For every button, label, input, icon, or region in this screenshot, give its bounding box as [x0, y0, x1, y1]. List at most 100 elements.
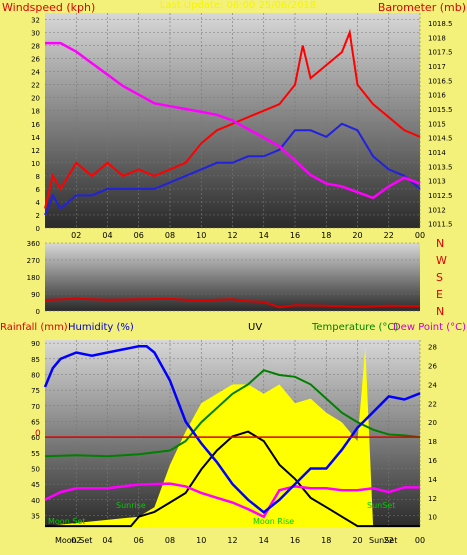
x-tick-label: 18 [321, 536, 331, 545]
uv-series [45, 430, 420, 528]
x-tick-label: 14 [259, 536, 269, 545]
dew-point-series [44, 482, 420, 519]
x-tick-label: 20 [352, 231, 362, 240]
windspeed-axis-label: Windspeed (kph) [2, 1, 95, 14]
y-tick-label: 1017.5 [428, 49, 453, 57]
y-tick-label: 45 [31, 481, 40, 489]
sunset-bottom-label: SunSet [369, 536, 397, 545]
last-update-title: Last Update: 06:00 25/06/2018 [160, 0, 316, 11]
temperature-series [44, 369, 421, 458]
x-tick-label: 16 [290, 536, 300, 545]
rainfall-zero-label: 0 [35, 429, 41, 439]
x-tick-label: 12 [227, 536, 237, 545]
y-tick-label: 55 [31, 450, 40, 458]
y-tick-label: 1016 [428, 92, 446, 100]
wind-gust-series [44, 28, 421, 209]
y-tick-label: 4 [36, 199, 41, 207]
wind-average-series [44, 122, 421, 216]
y-tick-label: 10 [428, 514, 437, 522]
humidity-axis-label: Humidity (%) [68, 322, 134, 333]
y-tick-label: 20 [428, 419, 437, 427]
uv-axis-label: UV [248, 322, 262, 333]
x-tick-label: 14 [259, 231, 269, 240]
x-tick-label: 06 [134, 231, 144, 240]
y-tick-label: 50 [31, 465, 40, 473]
y-tick-label: 75 [31, 387, 40, 395]
y-tick-label: 65 [31, 418, 40, 426]
temperature-axis-ticks: 10 12 14 16 18 20 22 24 26 28 [428, 344, 437, 522]
wind-direction-grid [45, 242, 420, 312]
x-tick-label: 08 [165, 231, 175, 240]
x-tick-label: 00 [415, 536, 425, 545]
y-tick-label: 1015 [428, 120, 446, 128]
x-tick-label: 04 [102, 231, 112, 240]
compass-label: E [436, 288, 443, 301]
y-tick-label: 30 [31, 30, 40, 38]
y-tick-label: 18 [31, 108, 40, 116]
y-tick-label: 60 [31, 434, 40, 442]
time-axis-ticks-top: 02 04 06 08 10 12 14 16 18 20 22 00 [71, 231, 425, 240]
y-tick-label: 26 [31, 56, 40, 64]
x-tick-label: 04 [102, 536, 112, 545]
x-tick-label: 06 [134, 536, 144, 545]
y-tick-label: 1017 [428, 63, 446, 71]
y-tick-label: 24 [31, 69, 40, 77]
y-tick-label: 1014.5 [428, 135, 453, 143]
y-tick-label: 90 [31, 340, 40, 348]
y-tick-label: 32 [31, 17, 40, 25]
barometer-axis-ticks: 1011.5 1012 1012.5 1013 1013.5 1014 1014.5 1015… [428, 20, 453, 229]
compass-label: S [436, 271, 443, 284]
y-tick-label: 14 [31, 134, 40, 142]
compass-label: N [436, 305, 444, 318]
temperature-axis-label: Temperature (°C) [311, 322, 398, 333]
y-tick-label: 85 [31, 356, 40, 364]
y-tick-label: 8 [36, 173, 40, 181]
y-tick-label: 12 [428, 495, 437, 503]
y-tick-label: 6 [36, 186, 41, 194]
humidity-series [43, 345, 421, 514]
x-tick-label: 00 [415, 231, 425, 240]
x-tick-label: 16 [290, 231, 300, 240]
y-tick-label: 80 [31, 371, 40, 379]
y-tick-label: 10 [31, 160, 40, 168]
wind-pressure-grid [45, 13, 421, 229]
y-tick-label: 14 [428, 476, 437, 484]
x-tick-label: 18 [321, 231, 331, 240]
y-tick-label: 26 [428, 363, 437, 371]
wind-direction-series [44, 297, 421, 309]
y-tick-label: 1015.5 [428, 106, 453, 114]
x-tick-label: 20 [352, 536, 362, 545]
pressure-series [45, 41, 421, 200]
wind-direction-axis-ticks: 360 270 180 90 0 [27, 240, 40, 316]
y-tick-label: 1013 [428, 178, 446, 186]
y-tick-label: 20 [31, 95, 40, 103]
y-tick-label: 28 [31, 43, 40, 51]
sunrise-label: Sunrise [116, 501, 146, 510]
y-tick-label: 0 [36, 308, 40, 316]
y-tick-label: 24 [428, 381, 437, 389]
y-tick-label: 0 [36, 225, 40, 233]
y-tick-label: 16 [31, 121, 40, 129]
x-tick-label: 02 [71, 536, 81, 545]
barometer-axis-label: Barometer (mb) [378, 1, 466, 14]
y-tick-label: 18 [428, 438, 437, 446]
y-tick-label: 1013.5 [428, 163, 453, 171]
moon-set-label: Moon Set [48, 517, 85, 526]
y-tick-label: 40 [31, 497, 40, 505]
humidity-axis-ticks: 35 40 45 50 55 60 65 70 75 80 85 90 [31, 340, 40, 520]
x-tick-label: 10 [196, 231, 206, 240]
y-tick-label: 2 [36, 212, 40, 220]
sunset-label: SunSet [367, 501, 395, 510]
y-tick-label: 35 [31, 512, 40, 520]
time-axis-ticks-bottom: 02 04 06 08 10 12 14 16 18 20 22 00 [71, 536, 425, 545]
y-tick-label: 270 [27, 257, 40, 265]
y-tick-label: 22 [31, 82, 40, 90]
y-tick-label: 28 [428, 344, 437, 352]
x-tick-label: 22 [384, 536, 394, 545]
x-tick-label: 12 [227, 231, 237, 240]
compass-label: W [436, 254, 447, 267]
y-tick-label: 12 [31, 147, 40, 155]
